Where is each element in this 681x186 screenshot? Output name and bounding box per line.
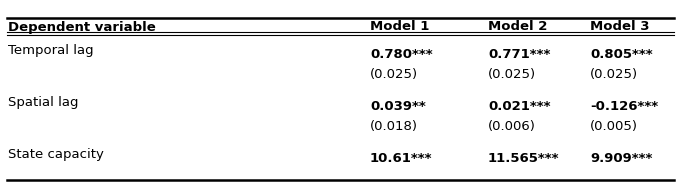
Text: (0.025): (0.025) [488, 68, 536, 81]
Text: Model 1: Model 1 [370, 20, 430, 33]
Text: (0.018): (0.018) [370, 120, 418, 133]
Text: Temporal lag: Temporal lag [8, 44, 93, 57]
Text: -0.126***: -0.126*** [590, 100, 658, 113]
Text: Spatial lag: Spatial lag [8, 96, 78, 109]
Text: 0.805***: 0.805*** [590, 48, 652, 61]
Text: 0.039**: 0.039** [370, 100, 426, 113]
Text: 0.780***: 0.780*** [370, 48, 432, 61]
Text: Model 2: Model 2 [488, 20, 548, 33]
Text: (0.005): (0.005) [590, 120, 638, 133]
Text: 9.909***: 9.909*** [590, 152, 652, 165]
Text: Dependent variable: Dependent variable [8, 20, 156, 33]
Text: Model 3: Model 3 [590, 20, 650, 33]
Text: 11.565***: 11.565*** [488, 152, 560, 165]
Text: State capacity: State capacity [8, 148, 104, 161]
Text: (0.006): (0.006) [488, 120, 536, 133]
Text: 10.61***: 10.61*** [370, 152, 432, 165]
Text: (0.025): (0.025) [370, 68, 418, 81]
Text: (0.025): (0.025) [590, 68, 638, 81]
Text: 0.771***: 0.771*** [488, 48, 550, 61]
Text: 0.021***: 0.021*** [488, 100, 550, 113]
